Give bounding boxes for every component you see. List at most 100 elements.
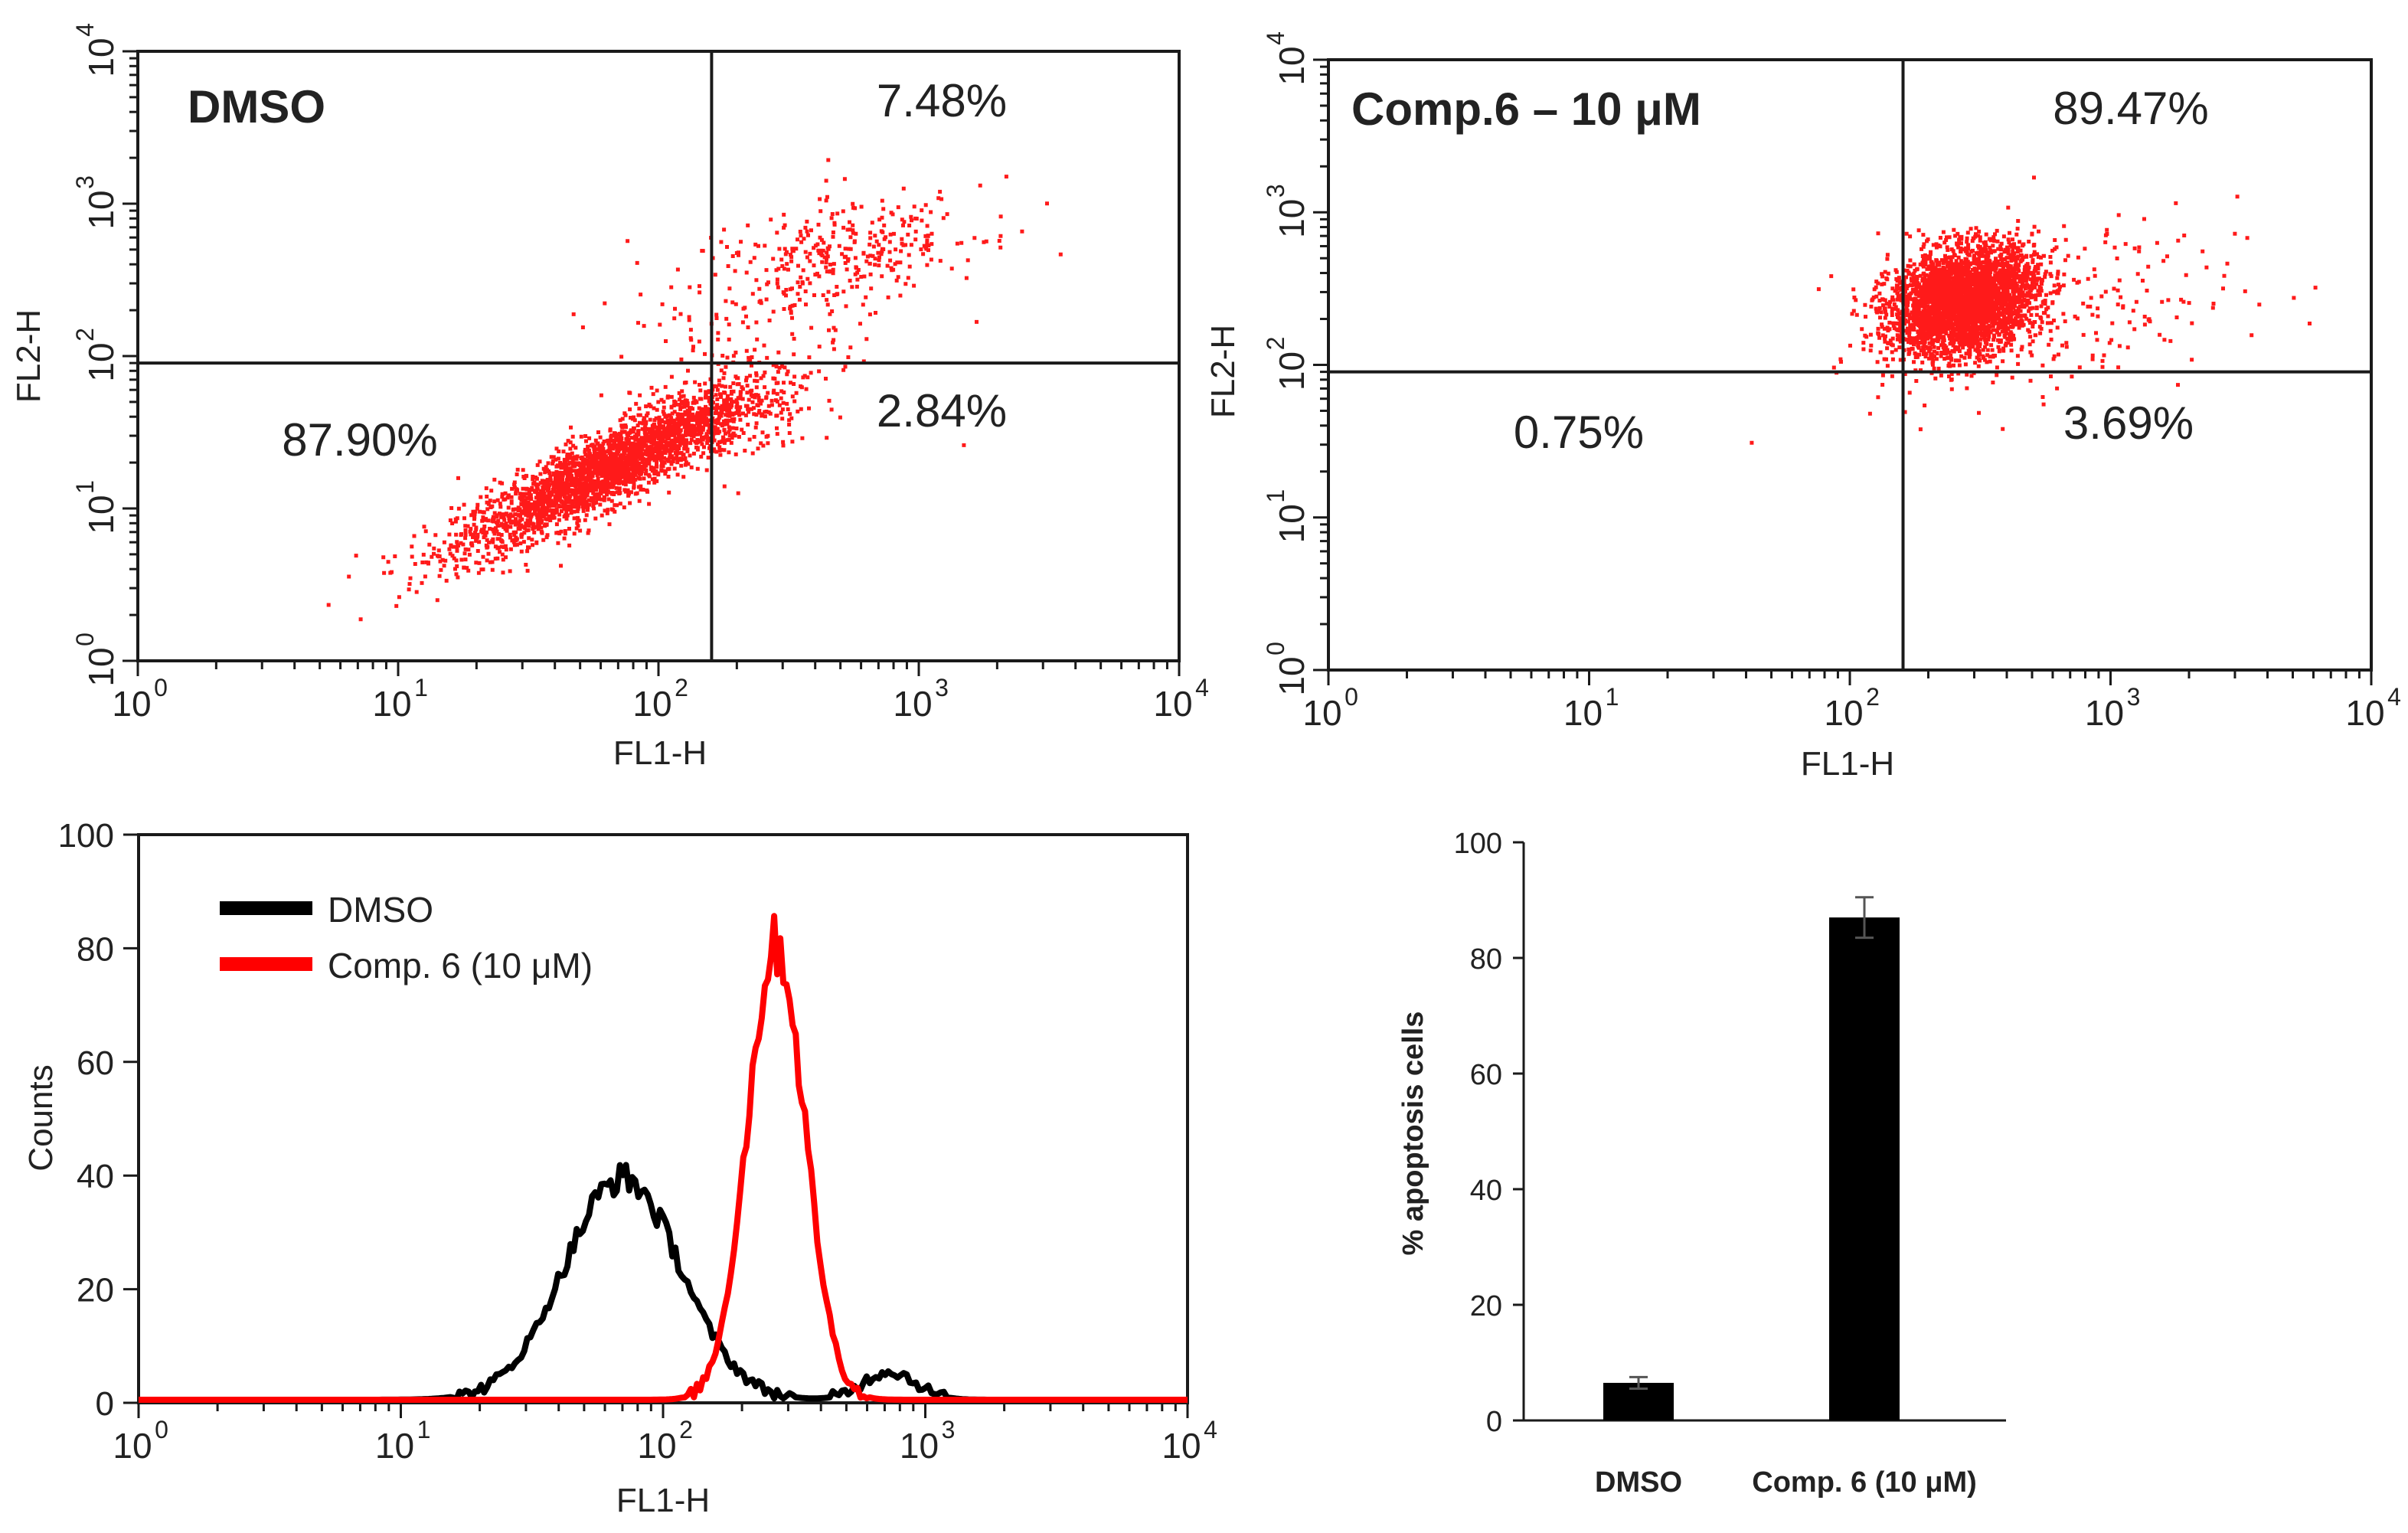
y-tick-exponent: 3: [71, 175, 99, 189]
x-tick-label: 10: [372, 684, 411, 724]
y-tick-label: 10: [81, 38, 121, 77]
quadrant-lower-right: 2.84%: [877, 385, 1007, 436]
histogram-frame: [137, 833, 1189, 1404]
x-tick-exponent: 1: [417, 1416, 431, 1443]
y-tick-label: 60: [77, 1044, 114, 1082]
y-tick-exponent: 2: [1262, 337, 1289, 351]
x-tick-label: 10: [1302, 693, 1341, 733]
category-label-comp6: Comp. 6 (10 μM): [1752, 1466, 1977, 1499]
y-tick-label: 0: [1486, 1406, 1502, 1438]
bar-1: [1829, 917, 1900, 1420]
y-tick-exponent: 4: [71, 23, 99, 37]
x-tick-label: 10: [113, 1426, 152, 1466]
y-tick-label: 10: [81, 342, 121, 381]
y-tick-exponent: 2: [71, 328, 99, 342]
series-line-comp6: [139, 913, 1188, 1403]
x-tick-exponent: 3: [935, 674, 949, 701]
x-tick-exponent: 0: [1344, 683, 1358, 711]
x-tick-label: 10: [637, 1426, 676, 1466]
x-axis-label: FL1-H: [616, 1482, 710, 1519]
y-tick-label: 80: [77, 930, 114, 968]
y-tick-exponent: 3: [1262, 184, 1289, 198]
y-tick-exponent: 0: [71, 632, 99, 646]
x-tick-exponent: 0: [155, 1416, 168, 1443]
legend-label-comp6: Comp. 6 (10 μM): [328, 946, 593, 986]
y-tick-label: 20: [77, 1272, 114, 1309]
y-axis-label: FL2-H: [10, 309, 47, 403]
y-tick-exponent: 0: [1262, 642, 1289, 655]
x-axis-ticks: 10 0 10 1 10 2 10 3 10 4: [113, 1403, 1217, 1466]
quadrant-lower-left: 0.75%: [1514, 407, 1644, 458]
x-tick-exponent: 4: [1204, 1416, 1217, 1443]
y-tick-label: 20: [1470, 1290, 1502, 1322]
x-axis-ticks: 10 0 10 1 10 2 10 3 10 4: [1302, 670, 2401, 733]
panel-title: DMSO: [188, 81, 325, 132]
y-tick-label: 10: [1272, 46, 1312, 85]
y-tick-exponent: 1: [1262, 489, 1289, 503]
x-tick-label: 10: [2345, 693, 2384, 733]
x-tick-label: 10: [1162, 1426, 1201, 1466]
x-tick-exponent: 3: [2127, 683, 2141, 711]
x-axis-label: FL1-H: [1801, 745, 1894, 783]
x-tick-exponent: 3: [942, 1416, 956, 1443]
x-tick-label: 10: [1563, 693, 1603, 733]
y-tick-label: 60: [1470, 1059, 1502, 1091]
x-tick-exponent: 4: [1195, 674, 1209, 701]
scatter-point-cloud: [1750, 175, 2318, 445]
y-tick-label: 0: [96, 1385, 114, 1423]
x-tick-label: 10: [1153, 684, 1192, 724]
y-tick-label: 100: [1454, 828, 1502, 860]
y-tick-label: 10: [1272, 351, 1312, 391]
y-tick-label: 10: [1272, 504, 1312, 543]
x-tick-exponent: 0: [154, 674, 168, 701]
series-line-dmso: [139, 1162, 1188, 1403]
y-tick-exponent: 4: [1262, 31, 1289, 45]
y-tick-label: 10: [1272, 199, 1312, 238]
y-tick-label: 40: [1470, 1175, 1502, 1207]
x-tick-label: 10: [893, 684, 932, 724]
x-tick-label: 10: [112, 684, 151, 724]
x-tick-exponent: 2: [675, 674, 688, 701]
y-tick-label: 10: [81, 647, 121, 686]
x-tick-exponent: 1: [1606, 683, 1619, 711]
x-tick-exponent: 4: [2387, 683, 2401, 711]
scatter-frame: [1327, 58, 2373, 672]
scatter-frame: [136, 50, 1181, 662]
legend-label-dmso: DMSO: [328, 890, 433, 930]
y-tick-label: 10: [81, 495, 121, 534]
x-tick-label: 10: [632, 684, 671, 724]
y-tick-label: 10: [1272, 656, 1312, 695]
category-label-dmso: DMSO: [1595, 1466, 1682, 1499]
quadrant-lower-right: 3.69%: [2063, 397, 2194, 449]
quadrant-lower-left: 87.90%: [282, 414, 438, 466]
quadrant-upper-right: 7.48%: [877, 75, 1007, 126]
y-tick-label: 40: [77, 1158, 114, 1195]
scatter-dots-comp6: [1750, 175, 2318, 445]
y-axis-label: FL2-H: [1204, 325, 1242, 418]
bars: [1603, 896, 1900, 1420]
y-tick-exponent: 1: [71, 480, 99, 494]
y-axis-ticks: 0 20 40 60 80 100: [58, 817, 139, 1423]
bar-chart-panel: 0 20 40 60 80 100 DMSO Comp. 6 (10 μM) % apop…: [1397, 828, 2006, 1499]
y-axis-ticks: 0 20 40 60 80 100: [1454, 828, 1524, 1438]
x-axis-ticks: 10 0 10 1 10 2 10 3 10 4: [112, 661, 1209, 724]
panel-title: Comp.6 – 10 μM: [1351, 83, 1701, 135]
x-tick-exponent: 2: [679, 1416, 693, 1443]
quadrant-upper-right: 89.47%: [2053, 83, 2209, 134]
x-axis-label: FL1-H: [613, 734, 707, 772]
x-tick-exponent: 1: [414, 674, 428, 701]
y-tick-label: 100: [58, 817, 114, 855]
y-tick-label: 10: [81, 190, 121, 229]
x-tick-exponent: 2: [1866, 683, 1880, 711]
x-tick-label: 10: [1824, 693, 1863, 733]
x-tick-label: 10: [375, 1426, 414, 1466]
x-tick-label: 10: [2085, 693, 2124, 733]
x-tick-label: 10: [900, 1426, 939, 1466]
y-axis-label: Counts: [22, 1064, 60, 1171]
